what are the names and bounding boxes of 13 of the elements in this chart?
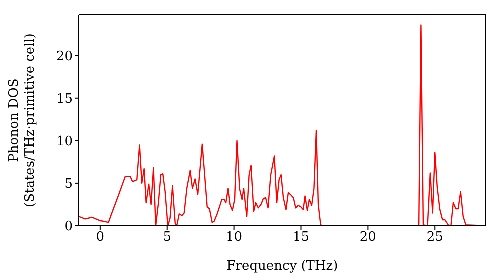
y-tick-label: 15	[56, 92, 73, 107]
x-tick-label: 15	[292, 230, 310, 246]
x-tick-label: 5	[163, 230, 172, 246]
y-tick-label: 5	[64, 177, 73, 192]
y-tick-label: 10	[56, 134, 73, 150]
y-axis-title: Phonon DOS (States/THz·primitive cell)	[7, 33, 38, 208]
x-axis-title: Frequency (THz)	[226, 259, 338, 274]
y-tick-label: 20	[56, 49, 73, 64]
x-tick-label: 25	[426, 230, 444, 246]
y-tick-label: 0	[64, 220, 73, 235]
x-tick-label: 0	[96, 230, 105, 246]
x-tick-label: 20	[360, 230, 376, 246]
x-tick-label: 10	[226, 230, 243, 246]
